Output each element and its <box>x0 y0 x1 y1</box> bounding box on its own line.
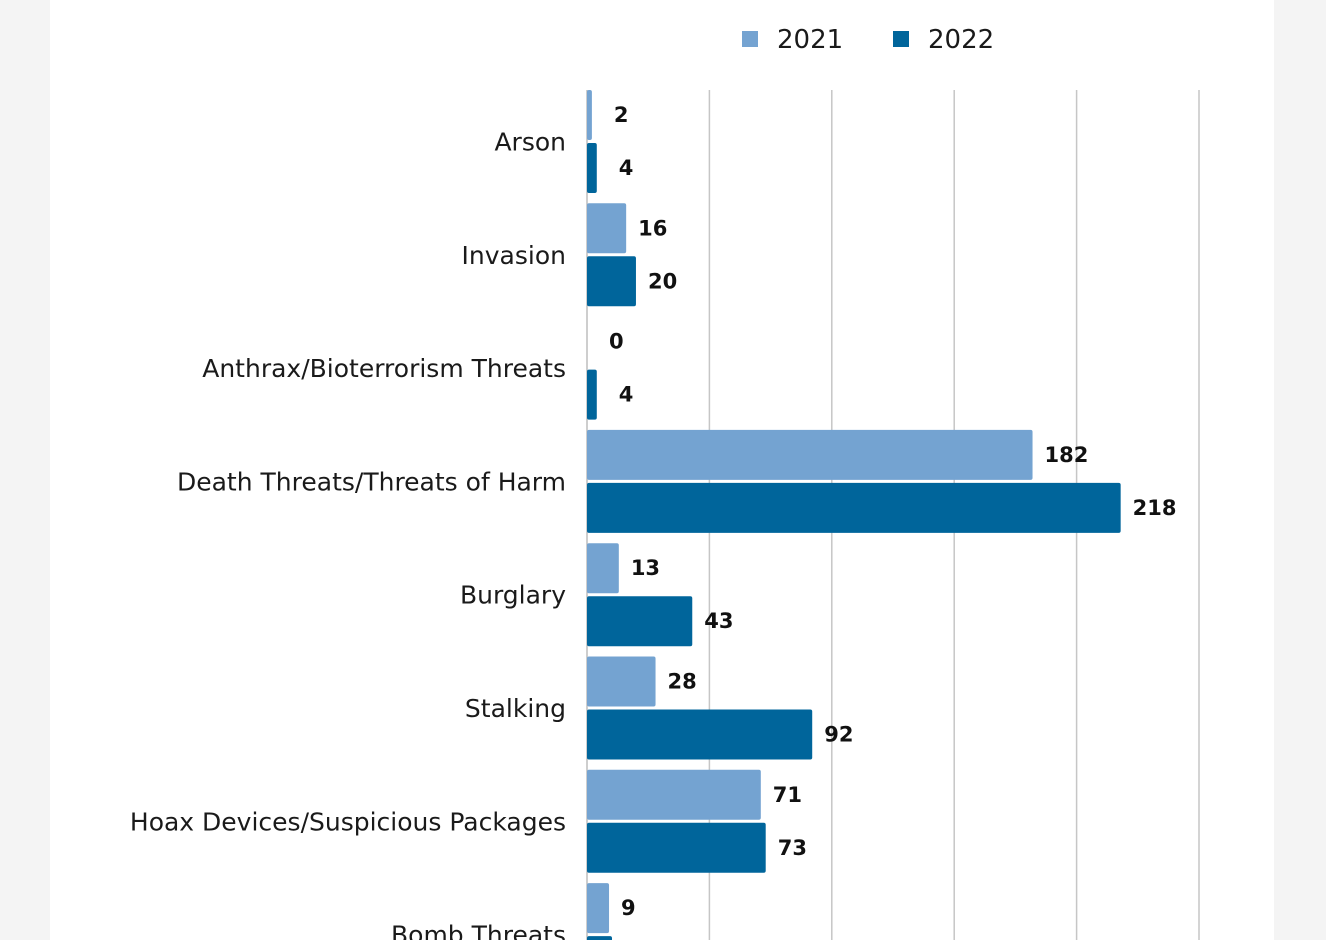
data-label: 0 <box>609 330 624 354</box>
category-label: Arson <box>494 128 566 157</box>
data-label: 13 <box>631 556 660 580</box>
data-label: 4 <box>619 383 634 407</box>
category-label: Stalking <box>465 694 566 723</box>
bar-2021 <box>587 769 761 820</box>
data-label: 92 <box>824 723 853 747</box>
data-label: 28 <box>668 670 697 694</box>
bars <box>587 90 1121 940</box>
data-label: 20 <box>648 269 677 293</box>
bar-2022 <box>587 143 597 193</box>
bar-2022 <box>587 709 813 760</box>
data-label: 9 <box>621 896 636 920</box>
data-label: 73 <box>778 836 807 860</box>
bar-2021 <box>587 883 610 934</box>
bar-2022 <box>587 256 636 307</box>
bar-2021 <box>587 203 627 254</box>
bar-2021 <box>587 543 619 594</box>
bar-2022 <box>587 936 612 940</box>
data-label: 2 <box>614 103 629 127</box>
legend-swatch <box>742 31 758 47</box>
category-label: Burglary <box>460 581 566 610</box>
labels: Arson 2 4 Invasion 16 20 Anthrax/Bioterrorism … <box>130 103 1177 940</box>
data-label: 218 <box>1133 496 1177 520</box>
bar-2022 <box>587 822 766 873</box>
data-label: 71 <box>773 783 802 807</box>
legend-label: 2021 <box>777 25 843 55</box>
category-label: Hoax Devices/Suspicious Packages <box>130 807 566 836</box>
category-label: Bomb Threats <box>391 921 566 940</box>
data-label: 4 <box>619 156 634 180</box>
bar-2022 <box>587 369 597 420</box>
bar-2021 <box>587 656 656 707</box>
data-label: 182 <box>1045 443 1089 467</box>
bar-2021 <box>587 90 592 140</box>
category-label: Anthrax/Bioterrorism Threats <box>202 354 566 383</box>
legend: 2021 2022 <box>742 25 994 55</box>
data-label: 16 <box>638 216 667 240</box>
category-label: Death Threats/Threats of Harm <box>177 467 566 496</box>
legend-swatch <box>893 31 909 47</box>
bar-2022 <box>587 482 1121 533</box>
legend-label: 2022 <box>928 25 994 55</box>
bar-2022 <box>587 596 693 647</box>
bar-2021 <box>587 429 1033 480</box>
category-label: Invasion <box>462 241 566 270</box>
data-label: 43 <box>704 609 733 633</box>
